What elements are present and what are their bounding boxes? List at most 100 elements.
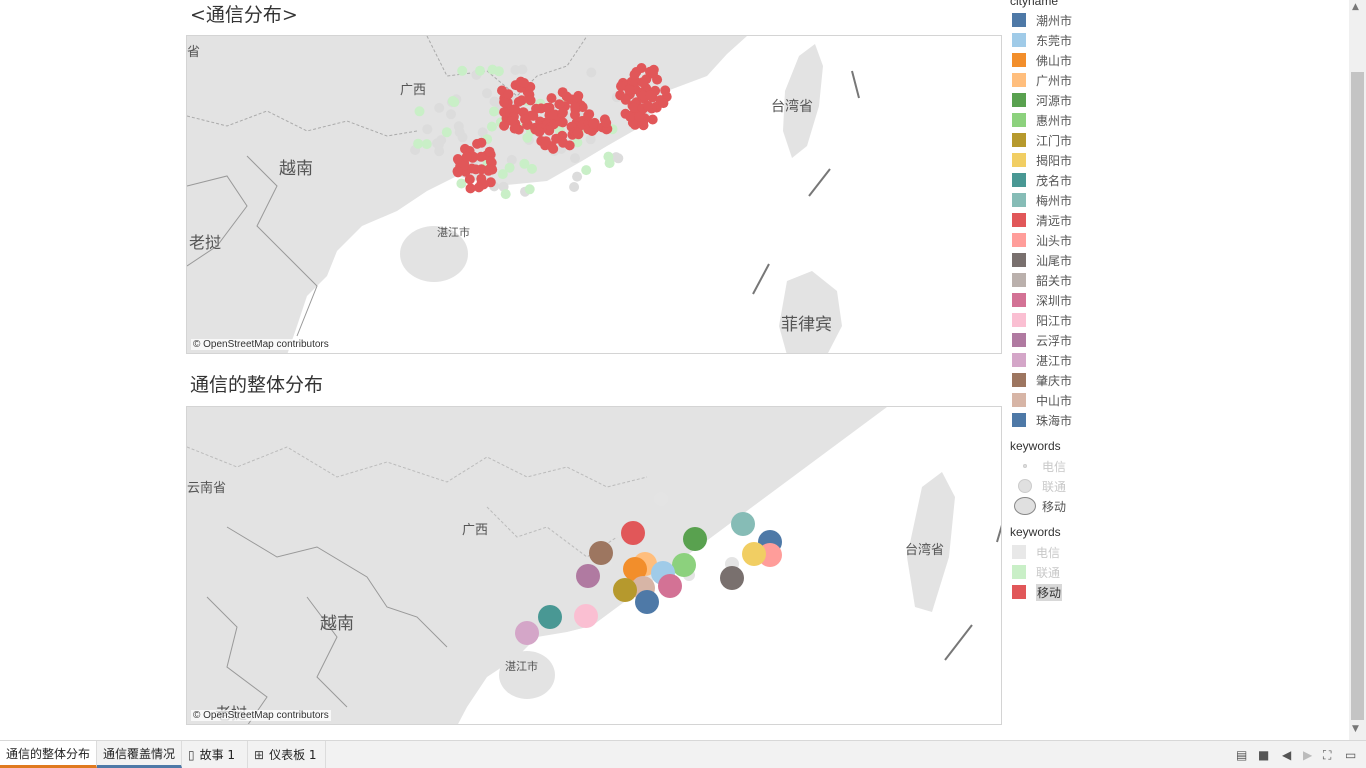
map-point[interactable]	[524, 184, 535, 195]
city-bubble[interactable]	[731, 512, 755, 536]
map-point[interactable]	[585, 134, 596, 145]
map-point[interactable]	[624, 84, 635, 95]
map-point[interactable]	[434, 102, 445, 113]
legend-item-city[interactable]: 韶关市	[1012, 271, 1072, 289]
map-point[interactable]	[647, 114, 658, 125]
tabs-view-icon[interactable]: ■	[1258, 748, 1270, 762]
city-bubble[interactable]	[589, 541, 613, 565]
map-point[interactable]	[544, 125, 555, 136]
map-point[interactable]	[561, 91, 572, 102]
next-sheet-icon[interactable]: ▶	[1303, 748, 1313, 762]
map-point[interactable]	[486, 121, 497, 132]
legend-item-city[interactable]: 珠海市	[1012, 411, 1072, 429]
map-point[interactable]	[436, 135, 447, 146]
map-point[interactable]	[573, 128, 584, 139]
map-point[interactable]	[489, 96, 500, 107]
map-point[interactable]	[472, 138, 483, 149]
previous-sheet-icon[interactable]: ◀	[1282, 748, 1292, 762]
tab-coverage[interactable]: 通信覆盖情况	[97, 741, 182, 768]
map-point[interactable]	[519, 78, 530, 88]
legend-item-keyword-size[interactable]: 电信	[1012, 457, 1066, 475]
city-bubble[interactable]	[538, 605, 562, 629]
map-point[interactable]	[519, 158, 530, 169]
map-point[interactable]	[557, 107, 568, 118]
map-point[interactable]	[660, 85, 671, 96]
map-point[interactable]	[625, 111, 636, 122]
map-point[interactable]	[572, 137, 583, 148]
city-bubble[interactable]	[613, 578, 637, 602]
map-point[interactable]	[461, 151, 472, 162]
map-point[interactable]	[527, 163, 537, 174]
city-bubble[interactable]	[576, 564, 600, 588]
map-point[interactable]	[506, 116, 517, 126]
map-point[interactable]	[629, 69, 640, 80]
fullscreen-icon[interactable]: ⛶	[1323, 748, 1332, 762]
map-point[interactable]	[629, 102, 639, 113]
city-bubble[interactable]	[515, 621, 539, 645]
legend-item-city[interactable]: 东莞市	[1012, 31, 1072, 49]
map-overall-distribution[interactable]: 云南省 广西 越南 湛江市 台湾省 老挝 © OpenStreetMap con…	[186, 406, 1002, 725]
legend-item-city[interactable]: 河源市	[1012, 91, 1072, 109]
legend-item-city[interactable]: 清远市	[1012, 211, 1072, 229]
city-bubble[interactable]	[720, 566, 744, 590]
map-point[interactable]	[528, 110, 539, 121]
city-bubble[interactable]	[623, 557, 647, 581]
legend-item-city[interactable]: 江门市	[1012, 131, 1072, 149]
map-point[interactable]	[504, 162, 515, 173]
filmstrip-view-icon[interactable]: ▤	[1236, 748, 1248, 762]
legend-item-keyword-color[interactable]: 电信	[1012, 543, 1060, 561]
map-point[interactable]	[500, 189, 511, 200]
map-point[interactable]	[441, 127, 452, 138]
map-point[interactable]	[581, 165, 592, 176]
legend-item-city[interactable]: 梅州市	[1012, 191, 1072, 209]
map-point[interactable]	[473, 182, 484, 193]
map-point[interactable]	[603, 151, 614, 162]
map-point[interactable]	[506, 154, 517, 165]
legend-item-city[interactable]: 中山市	[1012, 391, 1072, 409]
map-point[interactable]	[601, 117, 612, 128]
legend-item-city[interactable]: 阳江市	[1012, 311, 1072, 329]
map-point[interactable]	[546, 93, 557, 104]
map-point[interactable]	[570, 153, 580, 164]
map-communication-distribution[interactable]: 省 广西 越南 老挝 湛江市 台湾省 菲律宾 © OpenStreetMap c…	[186, 35, 1002, 354]
map-point[interactable]	[645, 90, 656, 101]
map-point[interactable]	[634, 111, 645, 122]
city-bubble[interactable]	[742, 542, 766, 566]
map-point[interactable]	[643, 100, 654, 111]
map-point[interactable]	[452, 166, 463, 177]
vertical-scrollbar[interactable]: ▲ ▼	[1349, 0, 1366, 740]
map-point[interactable]	[414, 106, 425, 117]
map-point[interactable]	[557, 117, 568, 128]
map-point[interactable]	[457, 65, 468, 76]
map-point[interactable]	[497, 169, 508, 180]
legend-item-city[interactable]: 佛山市	[1012, 51, 1072, 69]
legend-item-city[interactable]: 深圳市	[1012, 291, 1072, 309]
map-point[interactable]	[583, 110, 594, 121]
city-bubble[interactable]	[621, 521, 645, 545]
map-point[interactable]	[637, 77, 648, 88]
map-point[interactable]	[421, 139, 432, 150]
legend-item-city[interactable]: 汕尾市	[1012, 251, 1072, 269]
map-point[interactable]	[648, 68, 658, 79]
map-attribution[interactable]: © OpenStreetMap contributors	[191, 710, 331, 721]
map-point[interactable]	[570, 109, 580, 120]
map-point[interactable]	[564, 140, 575, 151]
map-point[interactable]	[513, 96, 524, 107]
map-point[interactable]	[540, 136, 551, 147]
city-bubble[interactable]	[635, 590, 659, 614]
map-point[interactable]	[547, 109, 558, 120]
legend-item-city[interactable]: 揭阳市	[1012, 151, 1072, 169]
city-bubble[interactable]	[683, 527, 707, 551]
scroll-down-arrow-icon[interactable]: ▼	[1352, 724, 1359, 734]
legend-item-city[interactable]: 惠州市	[1012, 111, 1072, 129]
legend-item-city[interactable]: 汕头市	[1012, 231, 1072, 249]
scroll-up-arrow-icon[interactable]: ▲	[1352, 2, 1359, 12]
map-point[interactable]	[484, 146, 495, 157]
legend-item-city[interactable]: 茂名市	[1012, 171, 1072, 189]
presentation-icon[interactable]: ▭	[1345, 748, 1357, 762]
map-point[interactable]	[482, 88, 492, 99]
map-point[interactable]	[499, 120, 510, 131]
map-point[interactable]	[554, 99, 565, 110]
map-point[interactable]	[452, 154, 463, 164]
city-bubble[interactable]	[672, 553, 696, 577]
